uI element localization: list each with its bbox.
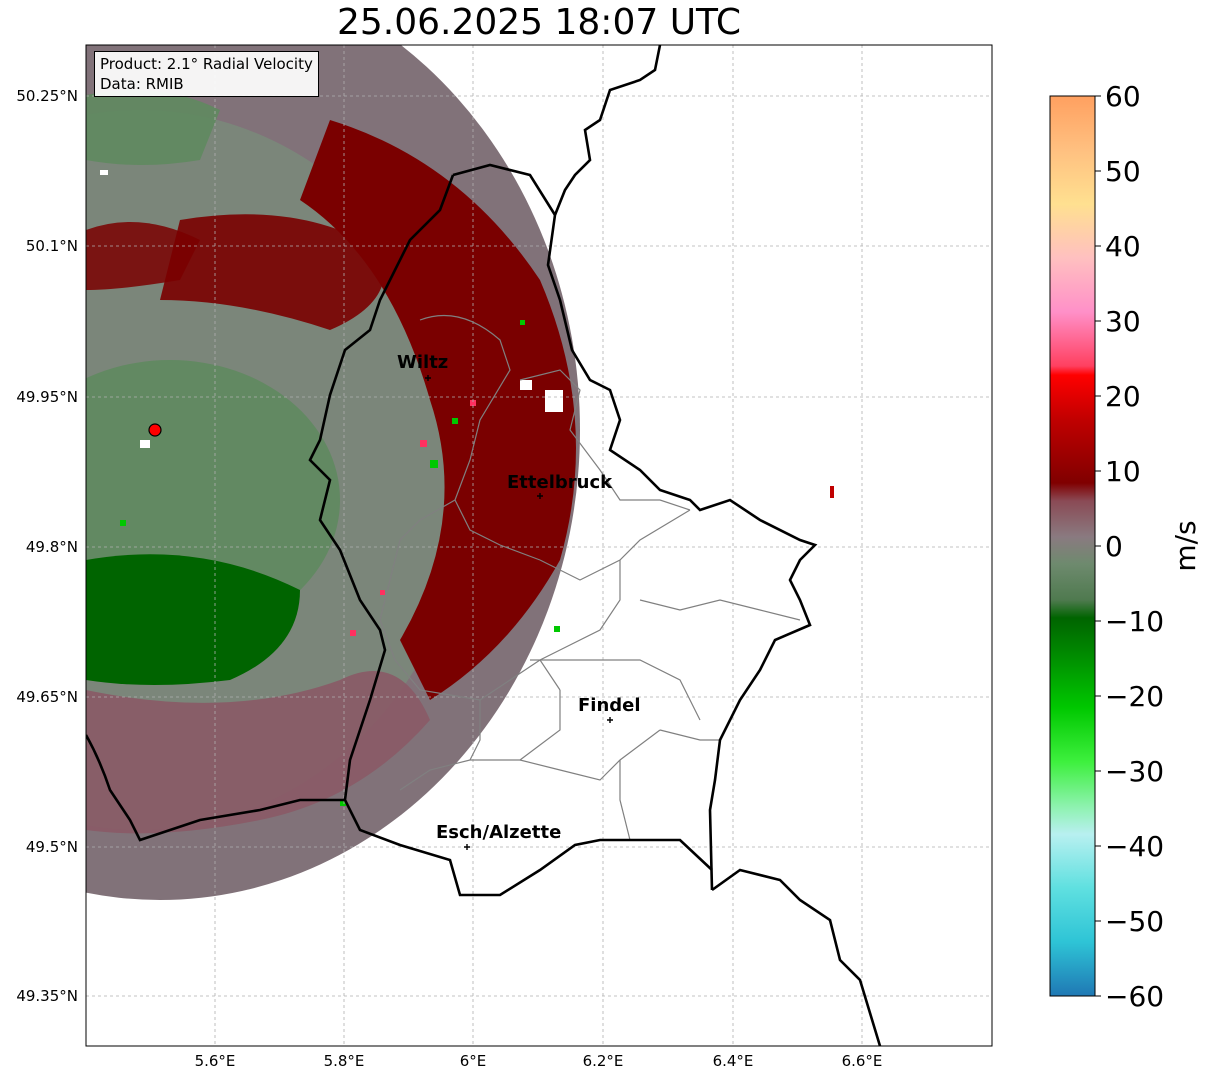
- lat-tick: 49.8°N: [26, 538, 78, 556]
- place-label-wiltz: Wiltz: [397, 352, 448, 373]
- place-label-esch-alzette: Esch/Alzette: [436, 822, 561, 843]
- colorbar-tick: −20: [1105, 680, 1164, 713]
- radar-velocity-field: [86, 45, 834, 900]
- colorbar-tick: 0: [1105, 530, 1123, 563]
- lon-tick: 6°E: [460, 1052, 487, 1070]
- colorbar-tick: 30: [1105, 305, 1141, 338]
- colorbar-tick: −60: [1105, 980, 1164, 1013]
- product-label: Product: 2.1° Radial Velocity: [100, 55, 313, 73]
- canton-boundaries: [379, 314, 801, 841]
- colorbar-tick: −10: [1105, 605, 1164, 638]
- national-borders: [86, 45, 882, 1046]
- data-source-label: Data: RMIB: [100, 75, 184, 93]
- colorbar-label: m/s: [1169, 520, 1202, 571]
- longitude-axis: 5.6°E 5.8°E 6°E 6.2°E 6.4°E 6.6°E: [195, 1052, 883, 1070]
- lat-tick: 49.5°N: [26, 838, 78, 856]
- colorbar-tick: 60: [1105, 80, 1141, 113]
- colorbar-tick: 20: [1105, 380, 1141, 413]
- lat-tick: 50.1°N: [26, 237, 78, 255]
- latitude-axis: 50.25°N 50.1°N 49.95°N 49.8°N 49.65°N 49…: [16, 87, 78, 1005]
- colorbar-scale: [1049, 95, 1096, 997]
- lat-tick: 50.25°N: [16, 87, 78, 105]
- place-label-ettelbruck: Ettelbruck: [507, 472, 613, 493]
- colorbar-tick: 50: [1105, 155, 1141, 188]
- lat-tick: 49.35°N: [16, 987, 78, 1005]
- colorbar-tick: 40: [1105, 230, 1141, 263]
- colorbar-tick: −30: [1105, 755, 1164, 788]
- lon-tick: 6.2°E: [583, 1052, 624, 1070]
- colorbar-tick: −40: [1105, 830, 1164, 863]
- map-frame: [85, 44, 993, 1047]
- colorbar-tick: 10: [1105, 455, 1141, 488]
- radar-site-marker: [148, 423, 162, 437]
- lat-tick: 49.65°N: [16, 688, 78, 706]
- map-title: 25.06.2025 18:07 UTC: [336, 2, 742, 43]
- colorbar-tick: −50: [1105, 905, 1164, 938]
- lon-tick: 5.8°E: [324, 1052, 365, 1070]
- lon-tick: 6.4°E: [713, 1052, 754, 1070]
- lon-tick: 6.6°E: [842, 1052, 883, 1070]
- lat-tick: 49.95°N: [16, 388, 78, 406]
- lon-tick: 5.6°E: [195, 1052, 236, 1070]
- colorbar: 60 50 40 30 20 10 0 −10 −20 −30 −40 −50 …: [1049, 80, 1202, 1013]
- product-info-box: Product: 2.1° Radial Velocity Data: RMIB: [94, 51, 319, 97]
- place-label-findel: Findel: [578, 695, 641, 716]
- place-markers: [425, 375, 613, 850]
